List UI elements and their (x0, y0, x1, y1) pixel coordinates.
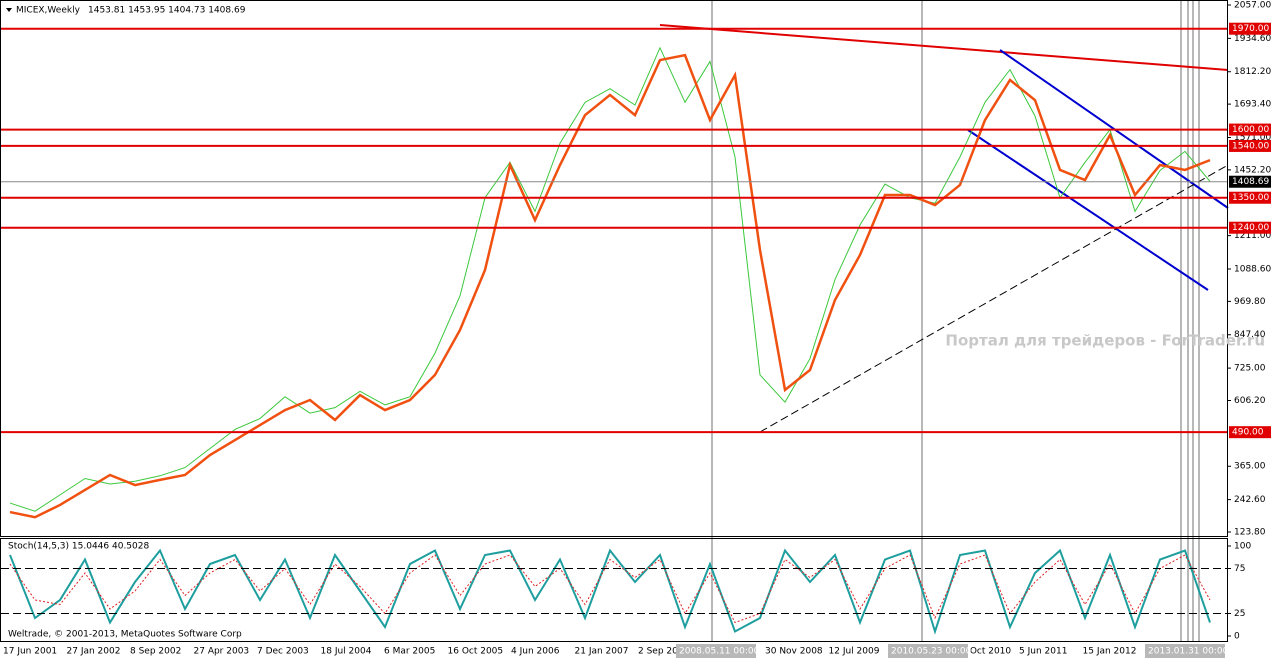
y-tick-label: 969.80 (1234, 297, 1266, 307)
x-tick-label: 6 Mar 2005 (384, 647, 435, 657)
cursor-label: 2013.01.31 00:00 (1148, 647, 1229, 657)
level-label-bg (1229, 426, 1271, 439)
x-tick-label: 8 Sep 2002 (130, 647, 181, 657)
cursor-label: 2008.05.11 00:00 (679, 647, 760, 657)
cursor-label-bg (888, 644, 968, 658)
y-tick-label: 606.20 (1234, 396, 1266, 406)
series-line (9, 46, 1211, 512)
ohlc-text: 1453.81 1453.95 1404.73 1408.69 (88, 6, 246, 16)
x-tick-label: 30 Nov 2008 (765, 647, 823, 657)
x-tick-label: 10 Oct 2010 (956, 647, 1012, 657)
x-tick-label: 7 Dec 2003 (257, 647, 309, 657)
x-tick-label: 27 Apr 2003 (194, 647, 250, 657)
y-tick-label: 1452.20 (1234, 165, 1271, 175)
y-tick-label: 365.00 (1234, 462, 1266, 472)
y-tick-label: 25 (1234, 609, 1245, 619)
x-tick-label: 21 Jan 2007 (575, 647, 629, 657)
x-tick-label: 4 Jun 2006 (511, 647, 560, 657)
cursor-label: 2010.05.23 00:00 (891, 647, 972, 657)
level-label-bg (1229, 22, 1271, 35)
y-tick-label: 1211.00 (1234, 231, 1271, 241)
x-tick-label: 27 Jan 2002 (67, 647, 121, 657)
x-tick-label: 17 Jun 2001 (3, 647, 57, 657)
y-tick-label: 2057.00 (1234, 1, 1271, 11)
menu-icon[interactable] (6, 8, 12, 12)
y-tick-label: 1571.00 (1234, 133, 1271, 143)
x-tick-label: 12 Jul 2009 (829, 647, 880, 657)
level-label: 1540.00 (1232, 141, 1269, 151)
level-label: 1240.00 (1232, 223, 1269, 233)
x-tick-label: 2 Sep 2007 (638, 647, 689, 657)
y-tick-label: 1693.40 (1234, 100, 1271, 110)
y-tick-label: 1812.20 (1234, 67, 1271, 77)
level-label: 1408.69 (1232, 177, 1269, 187)
y-tick-label: 75 (1234, 564, 1245, 574)
level-label-bg (1229, 139, 1271, 152)
copyright: Weltrade, © 2001-2013, MetaQuotes Softwa… (8, 630, 242, 640)
chart-title: MICEX,Weekly (16, 6, 81, 16)
watermark: Портал для трейдеров - ForTrader.ru (945, 332, 1265, 350)
stoch-title: Stoch(14,5,3) 15.0446 40.5028 (8, 542, 149, 552)
level-label: 1600.00 (1232, 125, 1269, 135)
level-label-bg (1229, 175, 1271, 188)
level-label-bg (1229, 123, 1271, 136)
level-label-bg (1229, 191, 1271, 204)
series-line (9, 548, 1211, 635)
level-label: 490.00 (1232, 428, 1264, 438)
x-tick-label: 5 Jun 2011 (1019, 647, 1067, 657)
y-tick-label: 1088.60 (1234, 264, 1271, 274)
level-label: 1970.00 (1232, 24, 1269, 34)
cursor-label-bg (676, 644, 756, 658)
level-label-bg (1229, 221, 1271, 234)
y-tick-label: 847.40 (1234, 330, 1266, 340)
y-tick-label: 100 (1234, 542, 1251, 552)
cursor-label-bg (1145, 644, 1225, 658)
y-tick-label: 242.60 (1234, 495, 1266, 505)
x-tick-label: 18 Jul 2004 (321, 647, 372, 657)
x-tick-label: 15 Jan 2012 (1083, 647, 1137, 657)
series-line (9, 53, 1211, 519)
level-label: 1350.00 (1232, 193, 1269, 203)
y-tick-label: 123.80 (1234, 528, 1266, 538)
x-tick-label: 16 Oct 2005 (448, 647, 504, 657)
y-tick-label: 1934.60 (1234, 34, 1271, 44)
y-tick-label: 0 (1234, 632, 1240, 642)
cursor-lines (711, 0, 1200, 642)
y-tick-label: 725.00 (1234, 364, 1266, 374)
